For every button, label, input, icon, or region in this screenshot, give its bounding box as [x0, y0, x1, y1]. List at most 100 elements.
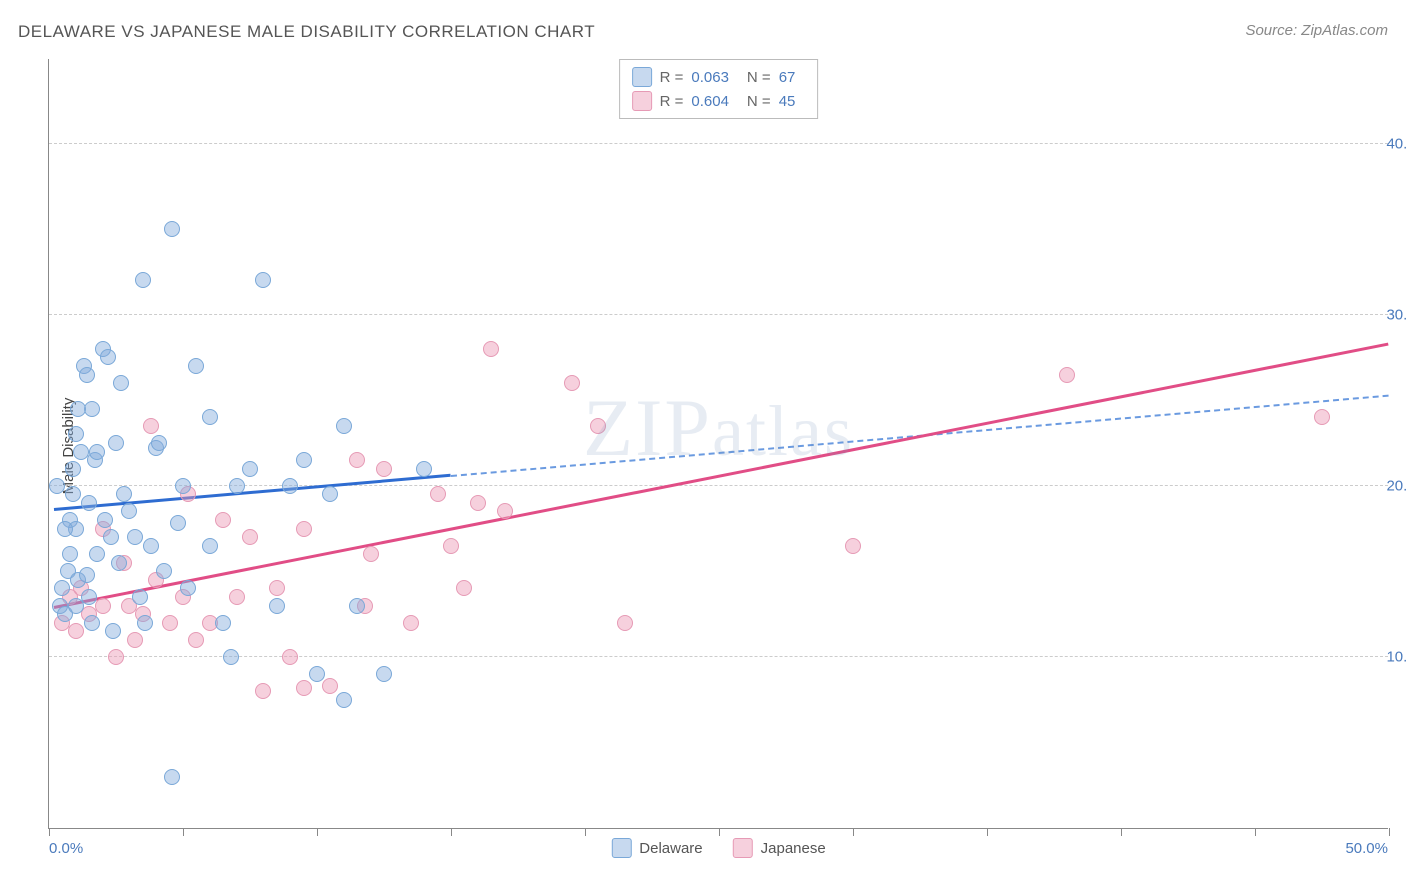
japanese-point	[162, 615, 178, 631]
legend-item-delaware: Delaware	[611, 838, 702, 858]
japanese-r-value: 0.604	[691, 93, 729, 110]
x-tick	[317, 828, 318, 836]
delaware-point	[97, 512, 113, 528]
chart-container: DELAWARE VS JAPANESE MALE DISABILITY COR…	[0, 0, 1406, 892]
delaware-point	[68, 598, 84, 614]
x-axis-max-label: 50.0%	[1345, 840, 1388, 857]
japanese-swatch-icon	[632, 91, 652, 111]
delaware-point	[132, 589, 148, 605]
japanese-point	[590, 418, 606, 434]
japanese-point	[430, 486, 446, 502]
japanese-point	[470, 495, 486, 511]
x-tick	[451, 828, 452, 836]
japanese-point	[564, 375, 580, 391]
delaware-point	[57, 521, 73, 537]
japanese-point	[376, 461, 392, 477]
delaware-point	[416, 461, 432, 477]
delaware-point	[255, 272, 271, 288]
x-tick	[49, 828, 50, 836]
japanese-point	[229, 589, 245, 605]
japanese-point	[108, 649, 124, 665]
chart-title: DELAWARE VS JAPANESE MALE DISABILITY COR…	[18, 22, 595, 42]
japanese-point	[242, 529, 258, 545]
delaware-point	[105, 623, 121, 639]
delaware-point	[296, 452, 312, 468]
japanese-point	[296, 680, 312, 696]
japanese-point	[456, 580, 472, 596]
japanese-point	[1314, 409, 1330, 425]
gridline	[49, 485, 1388, 486]
delaware-point	[116, 486, 132, 502]
y-tick-label: 10.0%	[1386, 648, 1406, 665]
delaware-point	[229, 478, 245, 494]
delaware-point	[376, 666, 392, 682]
delaware-point	[180, 580, 196, 596]
delaware-n-value: 67	[779, 69, 796, 86]
delaware-point	[49, 478, 65, 494]
japanese-n-value: 45	[779, 93, 796, 110]
n-label: N =	[747, 69, 771, 86]
x-tick	[1121, 828, 1122, 836]
delaware-point	[322, 486, 338, 502]
x-axis-min-label: 0.0%	[49, 840, 83, 857]
delaware-point	[215, 615, 231, 631]
japanese-point	[497, 503, 513, 519]
delaware-point	[242, 461, 258, 477]
delaware-point	[79, 567, 95, 583]
delaware-point	[135, 272, 151, 288]
delaware-point	[282, 478, 298, 494]
delaware-label: Delaware	[639, 840, 702, 857]
delaware-point	[89, 546, 105, 562]
y-tick-label: 30.0%	[1386, 306, 1406, 323]
chart-plot-area: ZIPatlas R = 0.063 N = 67 R = 0.604 N = …	[48, 59, 1388, 829]
x-tick	[1255, 828, 1256, 836]
delaware-point	[156, 563, 172, 579]
japanese-point	[95, 598, 111, 614]
x-tick	[183, 828, 184, 836]
japanese-point	[215, 512, 231, 528]
regression-line	[54, 474, 451, 511]
japanese-point	[483, 341, 499, 357]
r-label: R =	[660, 69, 684, 86]
delaware-point	[188, 358, 204, 374]
y-tick-label: 20.0%	[1386, 477, 1406, 494]
x-tick	[1389, 828, 1390, 836]
japanese-point	[322, 678, 338, 694]
delaware-point	[65, 486, 81, 502]
japanese-point	[269, 580, 285, 596]
delaware-point	[170, 515, 186, 531]
japanese-label: Japanese	[761, 840, 826, 857]
japanese-point	[363, 546, 379, 562]
delaware-point	[81, 495, 97, 511]
japanese-point	[282, 649, 298, 665]
y-tick-label: 40.0%	[1386, 135, 1406, 152]
gridline	[49, 143, 1388, 144]
delaware-point	[103, 529, 119, 545]
delaware-swatch-icon	[611, 838, 631, 858]
legend-row-delaware: R = 0.063 N = 67	[632, 65, 806, 89]
delaware-point	[100, 349, 116, 365]
delaware-point	[349, 598, 365, 614]
delaware-point	[336, 418, 352, 434]
delaware-point	[111, 555, 127, 571]
japanese-swatch-icon	[733, 838, 753, 858]
japanese-point	[68, 623, 84, 639]
delaware-point	[269, 598, 285, 614]
japanese-point	[845, 538, 861, 554]
japanese-point	[1059, 367, 1075, 383]
japanese-point	[188, 632, 204, 648]
delaware-point	[175, 478, 191, 494]
legend-item-japanese: Japanese	[733, 838, 826, 858]
delaware-point	[54, 580, 70, 596]
gridline	[49, 314, 1388, 315]
delaware-point	[127, 529, 143, 545]
delaware-swatch-icon	[632, 67, 652, 87]
delaware-point	[108, 435, 124, 451]
delaware-point	[143, 538, 159, 554]
gridline	[49, 656, 1388, 657]
japanese-point	[127, 632, 143, 648]
delaware-point	[137, 615, 153, 631]
delaware-point	[65, 461, 81, 477]
x-tick	[719, 828, 720, 836]
delaware-point	[70, 401, 86, 417]
